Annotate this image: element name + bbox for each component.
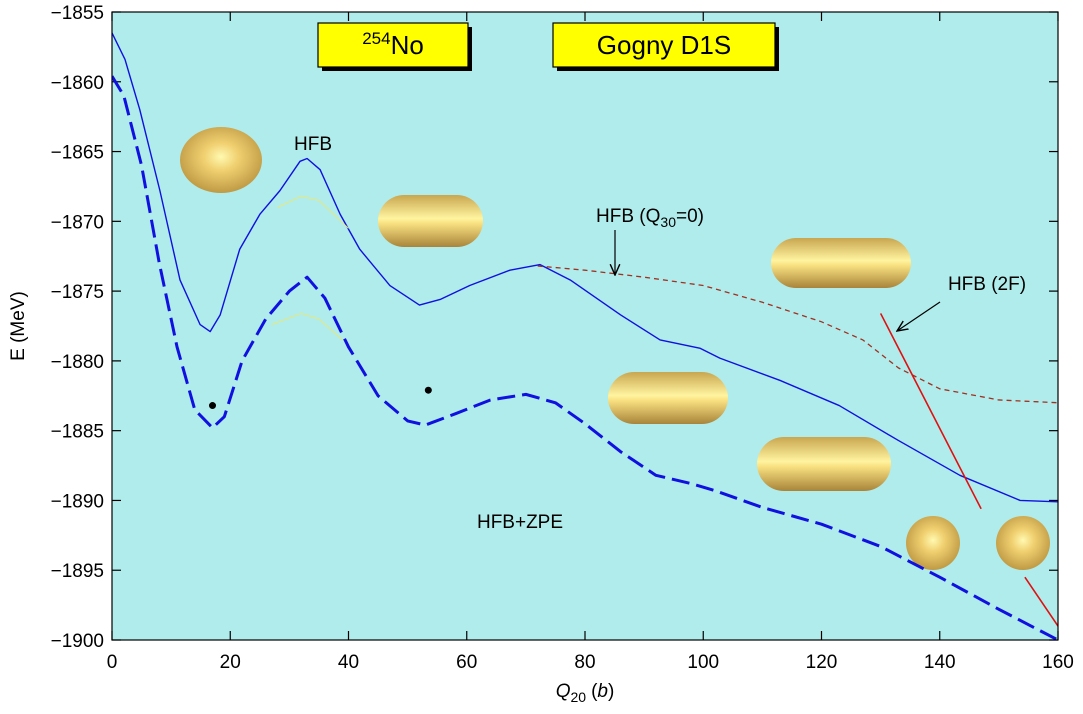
chart: 254No Gogny D1S HFB HFB (Q30=0) HFB (2F)… [0, 0, 1083, 709]
y-tick-label: −1890 [51, 491, 104, 512]
x-axis-label: Q20(b) [556, 681, 615, 705]
y-tick-label: −1885 [51, 422, 104, 443]
annotation: HFB (Q30=0) [596, 206, 704, 230]
shape [378, 195, 483, 247]
x-tick-label: 120 [806, 652, 838, 673]
y-tick-label: −1865 [51, 143, 104, 164]
annotation: HFB (2F) [948, 274, 1026, 295]
shape [906, 516, 960, 570]
y-tick-label: −1855 [51, 3, 104, 24]
annotation-sub: 30 [660, 214, 676, 230]
x-label-symbol: Q [556, 681, 571, 702]
x-label-part: ) [608, 681, 614, 702]
point [425, 387, 432, 394]
annotation: HFB+ZPE [477, 512, 563, 533]
y-axis-label: E (MeV) [8, 291, 29, 361]
x-tick-label: 160 [1042, 652, 1074, 673]
x-tick-label: 60 [456, 652, 477, 673]
x-tick-label: 140 [924, 652, 956, 673]
y-tick-label: −1900 [51, 631, 104, 652]
x-label-part: b [597, 681, 608, 702]
shape [180, 127, 262, 193]
y-tick-label: −1875 [51, 282, 104, 303]
x-tick-label: 0 [107, 652, 118, 673]
element: No [391, 30, 424, 60]
shape [771, 238, 911, 288]
y-tick-label: −1880 [51, 352, 104, 373]
annotation-part: =0) [676, 206, 704, 227]
shape [996, 516, 1050, 570]
annotation-part: HFB (Q [596, 206, 660, 227]
point [209, 402, 216, 409]
shape [757, 437, 891, 491]
shape [608, 372, 728, 424]
x-tick-label: 20 [220, 652, 241, 673]
y-tick-label: −1895 [51, 561, 104, 582]
x-tick-label: 40 [338, 652, 359, 673]
y-tick-label: −1860 [51, 73, 104, 94]
y-tick-label: −1870 [51, 212, 104, 233]
mass-number: 254 [362, 29, 390, 48]
x-tick-label: 100 [687, 652, 719, 673]
x-tick-label: 80 [574, 652, 595, 673]
annotation: HFB [294, 134, 332, 155]
x-label-sub: 20 [570, 689, 586, 705]
interaction-label: Gogny D1S [597, 30, 731, 60]
